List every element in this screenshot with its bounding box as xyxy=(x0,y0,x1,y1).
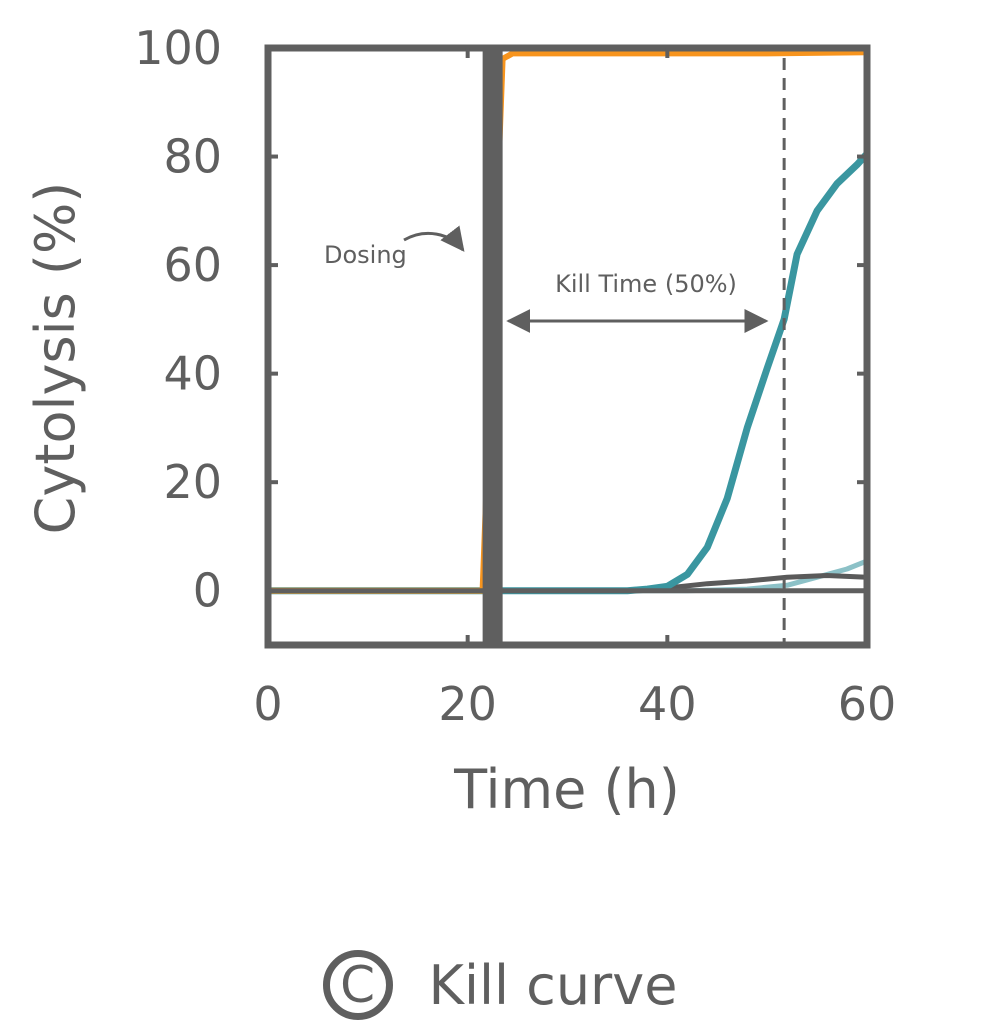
y-axis-title: Cytolysis (%) xyxy=(24,182,87,535)
dosing-label: Dosing xyxy=(324,241,407,269)
figure-caption: C Kill curve xyxy=(0,940,1000,1030)
series-line-2 xyxy=(264,150,871,595)
tick-layer: 0 20 40 60 0 20 40 60 80 100 xyxy=(134,21,896,731)
panel-letter-badge: C xyxy=(322,950,393,1020)
y-tick-label: 80 xyxy=(163,130,222,184)
x-tick-label: 20 xyxy=(438,677,497,731)
y-tick-label: 40 xyxy=(163,347,222,401)
kill-curve-chart: 0 20 40 60 0 20 40 60 80 100 Time (h) Cytolysis (… xyxy=(24,21,896,821)
y-tick-label: 100 xyxy=(134,21,222,75)
y-tick-label: 60 xyxy=(163,238,222,292)
dosing-arrow xyxy=(403,225,465,252)
x-axis-title: Time (h) xyxy=(453,758,680,821)
caption-text: Kill curve xyxy=(428,953,678,1017)
y-tick-label: 20 xyxy=(163,455,222,509)
x-tick-label: 40 xyxy=(638,677,697,731)
kill-time-label: Kill Time (50%) xyxy=(555,270,737,298)
reference-layer xyxy=(268,48,867,645)
x-tick-label: 0 xyxy=(253,677,282,731)
plot-frame xyxy=(264,44,871,649)
y-tick-label: 0 xyxy=(193,564,222,618)
x-tick-label: 60 xyxy=(838,677,897,731)
